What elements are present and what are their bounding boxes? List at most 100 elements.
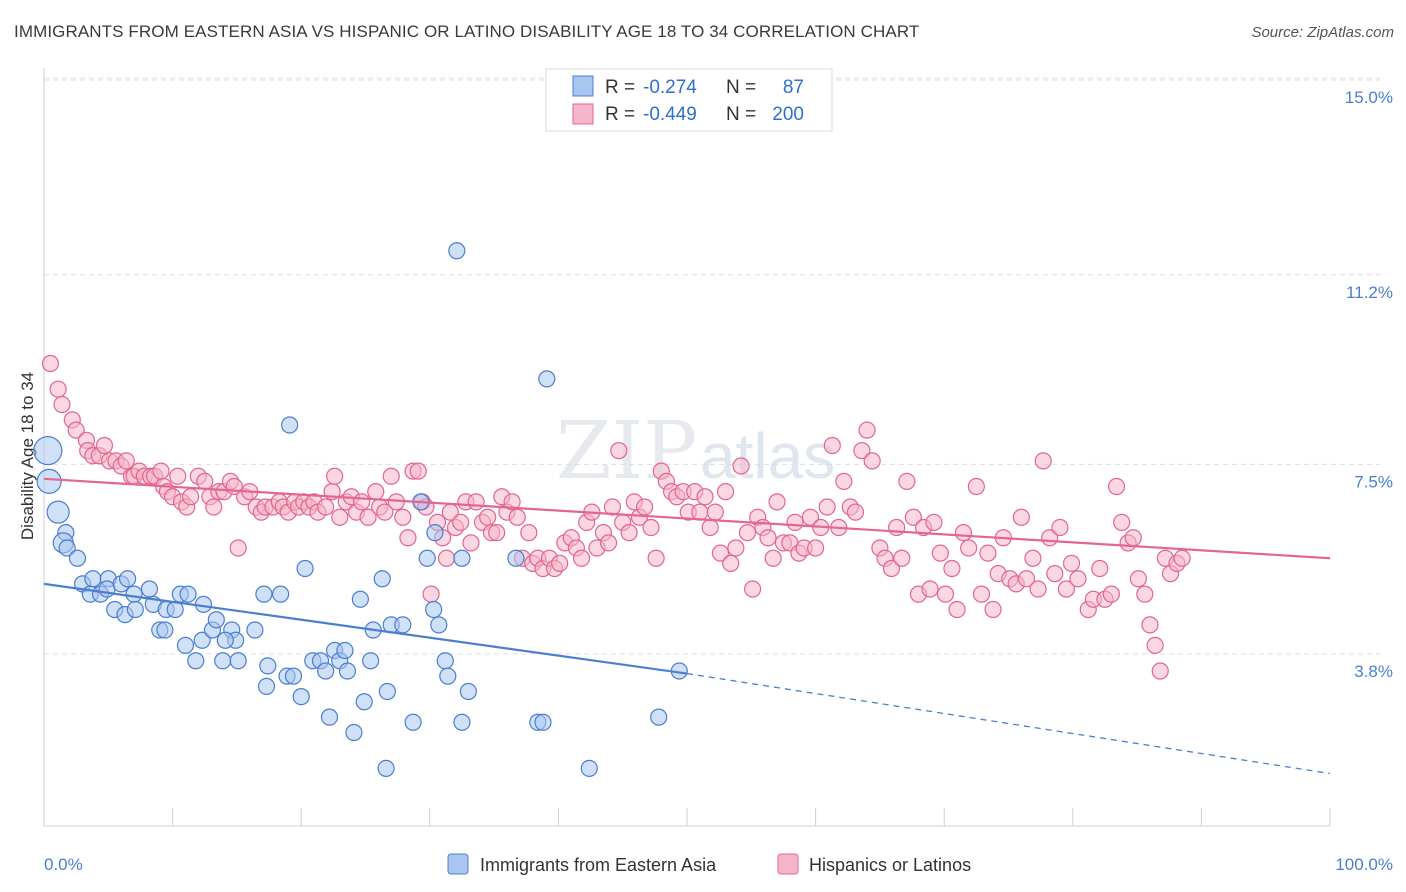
point-eastern-asia (68, 549, 87, 567)
bottom-legend-label-2: Hispanics or Latinos (809, 855, 971, 875)
point-hispanic (967, 477, 985, 496)
point-hispanic (1012, 508, 1030, 526)
trend-lines (43, 477, 1331, 775)
point-hispanic (399, 529, 417, 547)
point-hispanic (41, 354, 60, 373)
point-hispanic (1062, 554, 1081, 572)
point-hispanic (182, 488, 200, 506)
point-hispanic (732, 457, 750, 475)
point-hispanic (738, 524, 757, 542)
point-hispanic (1136, 585, 1154, 603)
legend-n-label-2: N = (726, 104, 756, 125)
point-eastern-asia (176, 636, 195, 654)
source-label: Source: ZipAtlas.com (1251, 24, 1394, 41)
point-hispanic (904, 508, 922, 526)
point-eastern-asia (126, 600, 144, 619)
point-hispanic (691, 503, 709, 521)
point-hispanic (1129, 570, 1147, 588)
y-tick-label: 7.5% (1354, 472, 1393, 491)
point-hispanic (888, 518, 906, 537)
point-eastern-asia (345, 723, 363, 742)
point-hispanic (376, 503, 394, 521)
point-hispanic (647, 549, 665, 567)
y-tick-label: 15.0% (1345, 88, 1393, 107)
point-eastern-asia (378, 682, 396, 701)
point-hispanic (1017, 570, 1036, 588)
point-hispanic (768, 493, 786, 511)
point-eastern-asia (436, 652, 454, 670)
point-eastern-asia (156, 621, 174, 639)
point-eastern-asia (534, 713, 552, 731)
point-eastern-asia (187, 652, 205, 670)
point-hispanic (196, 472, 214, 490)
point-eastern-asia (33, 436, 63, 466)
point-hispanic (1146, 636, 1164, 654)
point-hispanic (1124, 529, 1142, 547)
point-hispanic (467, 493, 485, 511)
point-hispanic (551, 554, 569, 572)
series-eastern-asia-points (33, 242, 688, 777)
point-eastern-asia (259, 657, 277, 675)
legend-swatch-pink (572, 103, 594, 125)
point-hispanic (882, 559, 901, 578)
legend-n-value-2: 200 (772, 104, 804, 125)
bottom-legend-swatch-pink (777, 853, 799, 875)
point-eastern-asia (453, 713, 471, 731)
point-hispanic (711, 544, 730, 562)
point-eastern-asia (538, 370, 556, 388)
x-tick-labels: 0.0% 100.0% (44, 855, 1393, 874)
point-hispanic (437, 549, 456, 567)
legend-n-value-1: 87 (783, 77, 804, 98)
point-eastern-asia (430, 616, 448, 634)
point-eastern-asia (650, 708, 668, 726)
point-hispanic (359, 508, 377, 526)
point-eastern-asia (284, 667, 303, 685)
point-hispanic (898, 472, 916, 490)
point-hispanic (229, 539, 247, 557)
point-hispanic (1091, 559, 1109, 578)
x-tick-label-max: 100.0% (1335, 855, 1393, 874)
point-hispanic (696, 488, 714, 506)
point-hispanic (823, 436, 841, 455)
point-hispanic (806, 539, 825, 557)
legend-r-label-1: R = (605, 77, 635, 98)
legend-r-label-2: R = (605, 104, 635, 125)
point-hispanic (972, 585, 991, 603)
point-eastern-asia (507, 549, 525, 567)
point-hispanic (1069, 570, 1087, 588)
point-eastern-asia (336, 641, 354, 660)
point-hispanic (508, 508, 526, 526)
point-eastern-asia (257, 677, 276, 695)
point-hispanic (979, 544, 997, 562)
bottom-legend: Immigrants from Eastern Asia Hispanics o… (447, 853, 971, 875)
point-eastern-asia (292, 688, 310, 706)
point-hispanic (943, 559, 961, 578)
point-hispanic (1029, 580, 1047, 598)
point-hispanic (786, 513, 804, 531)
point-hispanic (1151, 662, 1169, 680)
point-hispanic (853, 442, 871, 460)
watermark-atlas: atlas (700, 420, 835, 492)
point-hispanic (422, 585, 440, 603)
point-eastern-asia (377, 759, 395, 777)
point-eastern-asia (320, 708, 339, 726)
point-hispanic (205, 498, 223, 516)
point-hispanic (722, 554, 740, 572)
point-hispanic (67, 421, 85, 439)
legend-swatch-blue (572, 75, 594, 97)
point-hispanic (610, 442, 628, 460)
point-hispanic (152, 462, 170, 480)
point-hispanic (931, 544, 949, 562)
point-eastern-asia (84, 570, 102, 588)
point-hispanic (858, 421, 876, 439)
point-hispanic (620, 524, 638, 542)
point-hispanic (818, 498, 836, 516)
point-eastern-asia (179, 585, 197, 603)
point-hispanic (936, 585, 955, 603)
point-hispanic (520, 524, 538, 542)
point-hispanic (95, 436, 114, 455)
point-hispanic (1024, 549, 1042, 567)
point-eastern-asia (418, 549, 436, 567)
point-hispanic (599, 534, 618, 552)
point-eastern-asia (246, 621, 264, 639)
